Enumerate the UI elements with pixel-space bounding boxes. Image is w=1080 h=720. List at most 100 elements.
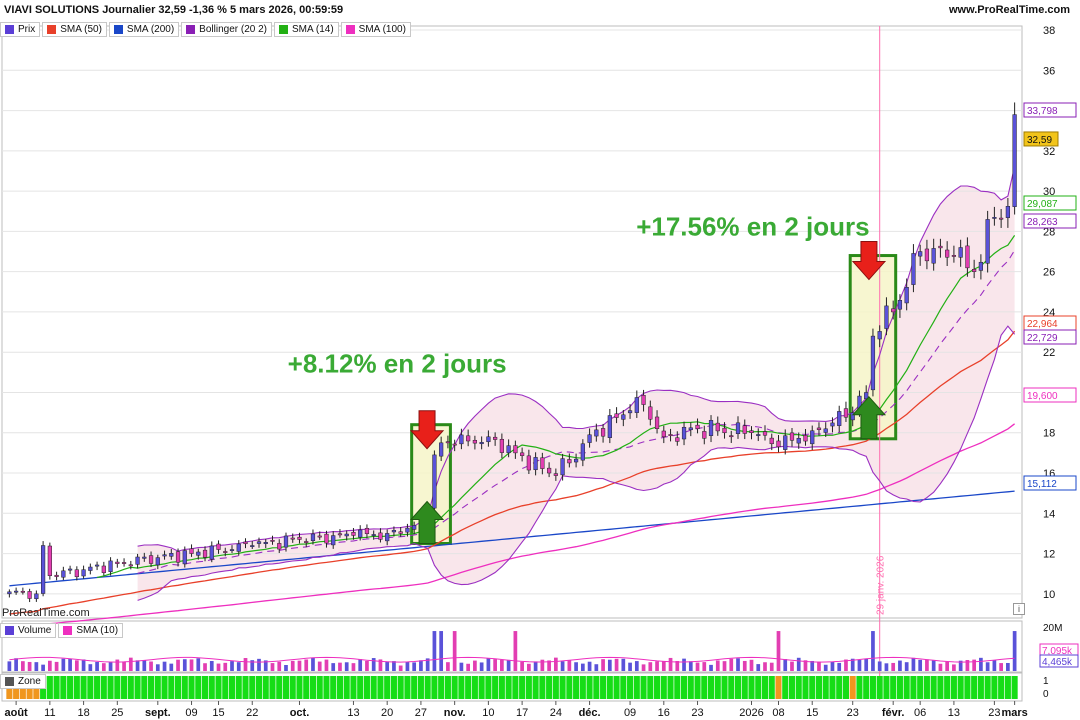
volume-bar bbox=[803, 660, 808, 671]
legend-label: SMA (14) bbox=[291, 24, 334, 35]
candle-body bbox=[142, 556, 147, 559]
zone-bar bbox=[741, 676, 748, 699]
legend-item[interactable]: Prix bbox=[0, 22, 41, 37]
legend-item[interactable]: Bollinger (20 2) bbox=[181, 22, 272, 37]
zone-bar bbox=[465, 676, 472, 699]
volume-bar bbox=[601, 659, 605, 671]
x-tick-label: 09 bbox=[624, 707, 636, 719]
candle-body bbox=[526, 455, 531, 471]
zone-bar bbox=[647, 676, 654, 699]
zone-bar bbox=[950, 676, 957, 699]
candle-body bbox=[479, 442, 484, 445]
candle-body bbox=[607, 415, 612, 438]
volume-bar bbox=[47, 660, 52, 671]
legend-item[interactable]: Volume bbox=[0, 623, 57, 638]
legend-item[interactable]: SMA (200) bbox=[108, 22, 180, 37]
indicator-value: 28,263 bbox=[1027, 217, 1058, 228]
legend-item[interactable]: SMA (14) bbox=[273, 22, 339, 37]
zone-bar bbox=[755, 676, 762, 699]
zone-bar bbox=[235, 676, 242, 699]
zone-bar bbox=[276, 676, 283, 699]
candle-body bbox=[67, 568, 73, 571]
indicator-value-badge bbox=[1023, 195, 1077, 211]
legend-label: Volume bbox=[18, 625, 52, 636]
candle-body bbox=[837, 411, 842, 426]
candle-body bbox=[493, 436, 498, 440]
volume-bar bbox=[661, 661, 666, 671]
legend-item[interactable]: SMA (100) bbox=[340, 22, 411, 37]
zone-bar bbox=[701, 676, 708, 699]
candle-body bbox=[614, 413, 619, 418]
legend-item[interactable]: SMA (10) bbox=[58, 623, 124, 638]
candle-body bbox=[621, 414, 626, 420]
legend-item[interactable]: SMA (50) bbox=[42, 22, 107, 37]
zone-bar bbox=[876, 676, 883, 699]
zone-bar bbox=[154, 676, 161, 699]
arrow-down-icon bbox=[851, 241, 887, 281]
candle-body bbox=[789, 432, 795, 441]
zone-bar bbox=[121, 676, 128, 699]
volume-bar bbox=[864, 658, 869, 671]
candle-body bbox=[506, 445, 511, 454]
x-tick-label: 11 bbox=[44, 707, 55, 719]
legend-label: SMA (10) bbox=[76, 625, 119, 636]
info-icon[interactable]: i bbox=[1013, 603, 1025, 615]
zone-bar bbox=[228, 676, 236, 699]
volume-bar bbox=[446, 662, 450, 671]
legend-label: Prix bbox=[18, 24, 36, 35]
zone-bar bbox=[768, 676, 775, 699]
date-marker-label: 29 janv. 2026 bbox=[876, 555, 887, 615]
x-tick-label: nov. bbox=[444, 707, 466, 719]
volume-bar bbox=[918, 659, 923, 671]
zone-bar bbox=[863, 676, 870, 699]
brand-link[interactable]: www.ProRealTime.com bbox=[948, 4, 1070, 16]
volume-bar bbox=[385, 661, 390, 671]
candle-body bbox=[553, 473, 558, 476]
volume-bar bbox=[594, 664, 599, 671]
zone-bar bbox=[498, 676, 505, 699]
legend-swatch-icon bbox=[5, 626, 14, 635]
zone-bar bbox=[161, 676, 168, 699]
candle-body bbox=[351, 531, 356, 536]
candle-body bbox=[634, 397, 639, 413]
candle-body bbox=[931, 248, 936, 264]
volume-bar bbox=[763, 662, 767, 671]
zone-axis-label: 1 bbox=[1043, 676, 1049, 687]
zone-bar bbox=[721, 676, 728, 699]
volume-bar bbox=[844, 659, 848, 671]
zone-bar bbox=[492, 676, 499, 699]
volume-bar bbox=[513, 631, 518, 671]
volume-bar bbox=[891, 662, 896, 671]
volume-bar bbox=[155, 664, 160, 671]
x-tick-label: 24 bbox=[550, 707, 562, 719]
zone-bar bbox=[269, 676, 276, 699]
candle-body bbox=[459, 434, 464, 445]
price-tick-label: 38 bbox=[1043, 25, 1055, 37]
candle-body bbox=[654, 416, 660, 429]
candle-body bbox=[378, 532, 383, 540]
zone-bar bbox=[707, 676, 715, 699]
indicator-value-badge bbox=[1023, 475, 1077, 491]
candle-body bbox=[297, 536, 302, 540]
candle-body bbox=[472, 439, 477, 444]
candle-body bbox=[675, 437, 680, 442]
zone-bar bbox=[390, 676, 397, 699]
zone-bar bbox=[46, 676, 53, 699]
volume-bar bbox=[459, 662, 464, 671]
x-tick-label: sept. bbox=[145, 707, 171, 719]
volume-bar bbox=[938, 663, 943, 671]
volume-bar bbox=[250, 660, 255, 671]
candle-body bbox=[735, 422, 741, 434]
zone-bar bbox=[87, 676, 94, 699]
price-tick-label: 26 bbox=[1043, 267, 1055, 279]
candle-body bbox=[432, 454, 437, 509]
volume-bar bbox=[682, 658, 686, 671]
price-tick-label: 10 bbox=[1043, 589, 1055, 601]
zone-bar bbox=[485, 676, 492, 699]
volume-bar bbox=[952, 664, 956, 671]
volume-bar bbox=[553, 657, 558, 671]
legend-item[interactable]: Zone bbox=[0, 674, 46, 689]
volume-bar bbox=[162, 661, 167, 671]
zone-bar bbox=[660, 676, 667, 699]
